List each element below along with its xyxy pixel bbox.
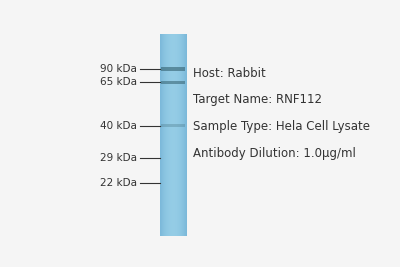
Bar	[184, 34, 185, 235]
Bar	[169, 34, 170, 235]
Bar	[163, 34, 164, 235]
Bar	[167, 34, 168, 235]
Bar	[162, 34, 163, 235]
Bar	[179, 34, 180, 235]
Bar	[175, 34, 176, 235]
Bar	[181, 34, 182, 235]
Text: 40 kDa: 40 kDa	[100, 121, 137, 131]
Bar	[179, 34, 180, 235]
Bar	[176, 34, 177, 235]
Bar	[185, 34, 186, 235]
Bar	[162, 34, 163, 235]
Bar	[182, 34, 183, 235]
Text: Antibody Dilution: 1.0μg/ml: Antibody Dilution: 1.0μg/ml	[193, 147, 356, 160]
Text: 22 kDa: 22 kDa	[100, 178, 137, 187]
Bar	[180, 34, 181, 235]
Bar	[178, 34, 179, 235]
Bar	[166, 34, 167, 235]
Text: 65 kDa: 65 kDa	[100, 77, 137, 87]
Bar	[161, 34, 162, 235]
Bar	[165, 34, 166, 235]
Bar	[165, 34, 166, 235]
Bar	[170, 34, 171, 235]
Bar	[172, 34, 173, 235]
Bar	[177, 34, 178, 235]
Bar	[180, 34, 181, 235]
Bar	[173, 34, 174, 235]
Text: Target Name: RNF112: Target Name: RNF112	[193, 93, 322, 106]
Bar	[178, 34, 179, 235]
Text: Sample Type: Hela Cell Lysate: Sample Type: Hela Cell Lysate	[193, 120, 370, 133]
Bar	[174, 34, 175, 235]
Bar	[183, 34, 184, 235]
Bar	[161, 81, 186, 84]
Bar	[164, 34, 165, 235]
Bar	[179, 34, 180, 235]
Bar	[172, 34, 173, 235]
Bar	[167, 34, 168, 235]
Bar	[176, 34, 177, 235]
Bar	[161, 124, 186, 127]
Bar	[174, 34, 175, 235]
Bar	[177, 34, 178, 235]
Bar	[183, 34, 184, 235]
Bar	[177, 34, 178, 235]
Bar	[168, 34, 169, 235]
Bar	[170, 34, 171, 235]
Bar	[183, 34, 184, 235]
Bar	[175, 34, 176, 235]
Bar	[182, 34, 183, 235]
Bar	[176, 34, 177, 235]
Bar	[165, 34, 166, 235]
Bar	[164, 34, 165, 235]
Bar	[171, 34, 172, 235]
Bar	[168, 34, 169, 235]
Bar	[166, 34, 167, 235]
Bar	[172, 34, 173, 235]
Bar	[184, 34, 185, 235]
Text: 29 kDa: 29 kDa	[100, 154, 137, 163]
Bar	[163, 34, 164, 235]
Bar	[186, 34, 187, 235]
Text: Host: Rabbit: Host: Rabbit	[193, 67, 265, 80]
Bar	[160, 34, 161, 235]
Bar	[161, 34, 162, 235]
Bar	[163, 34, 164, 235]
Bar	[160, 34, 161, 235]
Text: 90 kDa: 90 kDa	[100, 64, 137, 74]
Bar	[185, 34, 186, 235]
Bar	[171, 34, 172, 235]
Bar	[170, 34, 171, 235]
Bar	[181, 34, 182, 235]
Bar	[181, 34, 182, 235]
Bar	[173, 34, 174, 235]
Bar	[174, 34, 175, 235]
Bar	[169, 34, 170, 235]
Bar	[161, 34, 162, 235]
Bar	[161, 67, 186, 71]
